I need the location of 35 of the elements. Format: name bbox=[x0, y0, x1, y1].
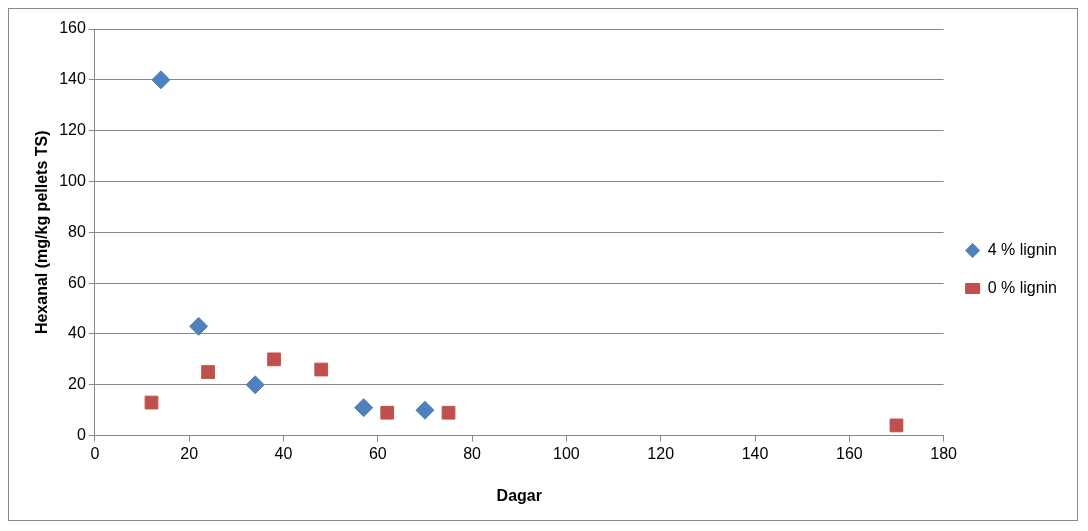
x-axis-title: Dagar bbox=[496, 486, 542, 504]
x-tick-label: 60 bbox=[368, 444, 387, 462]
point bbox=[267, 352, 281, 367]
y-tick-label: 120 bbox=[59, 121, 86, 139]
x-tick-label: 180 bbox=[930, 444, 958, 462]
y-tick-label: 80 bbox=[68, 222, 86, 240]
x-tick-label: 0 bbox=[90, 444, 100, 462]
legend-label: 4 % lignin bbox=[987, 240, 1057, 258]
point bbox=[889, 418, 904, 433]
point bbox=[189, 316, 209, 336]
point bbox=[354, 398, 374, 418]
y-tick-label: 140 bbox=[59, 70, 86, 88]
y-axis-title: Hexanal (mg/kg pellets TS) bbox=[33, 130, 51, 335]
y-tick-label: 100 bbox=[59, 171, 86, 189]
point bbox=[415, 400, 435, 420]
y-tick-label: 60 bbox=[68, 273, 86, 291]
point bbox=[441, 405, 456, 420]
y-tick-label: 160 bbox=[59, 19, 86, 37]
x-tick-label: 40 bbox=[274, 444, 293, 462]
x-tick-label: 80 bbox=[463, 444, 482, 462]
y-tick-label: 0 bbox=[76, 426, 86, 444]
x-tick-label: 120 bbox=[647, 444, 675, 462]
y-tick-label: 40 bbox=[68, 324, 86, 342]
x-tick-label: 100 bbox=[553, 444, 580, 462]
point bbox=[380, 405, 395, 420]
x-tick-label: 160 bbox=[835, 444, 863, 462]
x-tick-label: 20 bbox=[180, 444, 199, 462]
legend-label: 0 % lignin bbox=[987, 278, 1057, 296]
point bbox=[201, 365, 215, 379]
point bbox=[151, 70, 171, 90]
x-tick-label: 140 bbox=[741, 444, 769, 462]
point bbox=[245, 375, 265, 395]
point bbox=[314, 362, 329, 377]
point bbox=[144, 395, 159, 410]
y-tick-label: 20 bbox=[68, 375, 86, 393]
